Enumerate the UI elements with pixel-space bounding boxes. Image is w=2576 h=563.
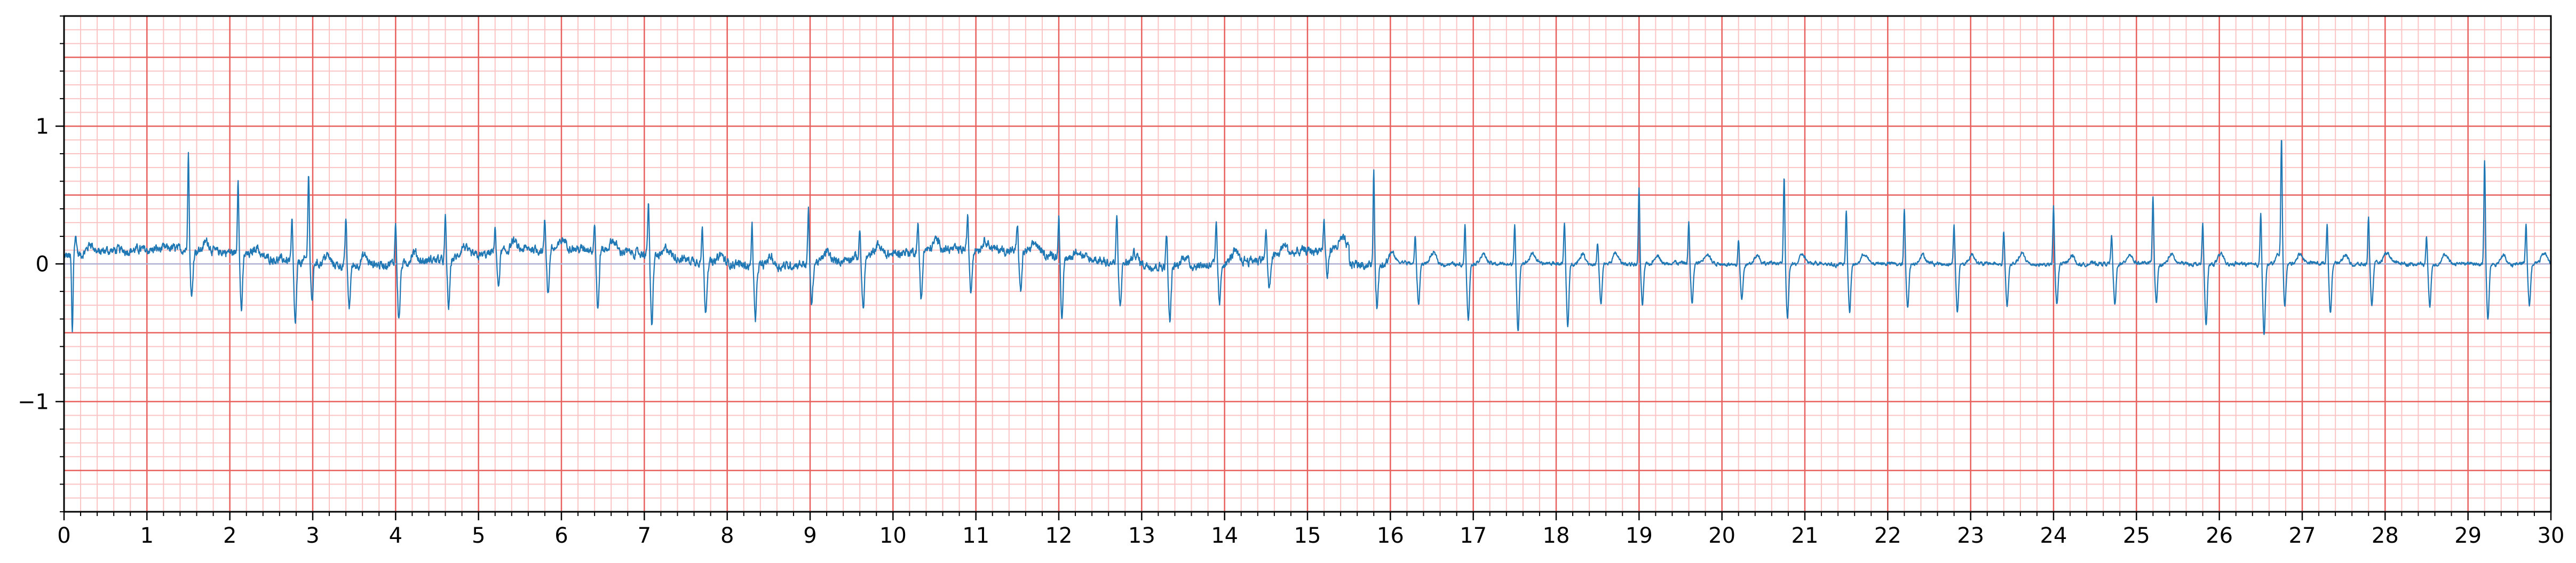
y-axis: −1 0 1	[18, 15, 64, 512]
trace-layer	[63, 140, 2551, 335]
x-tick-label: 17	[1460, 524, 1487, 548]
x-tick-label: 29	[2454, 524, 2482, 548]
x-axis: 0 1 2 3 4 5 6 7 8 9 10 11 12 13 14 15 16 17 18 19 20 21 22 23 24…	[57, 512, 2564, 548]
x-tick-label: 6	[554, 524, 568, 548]
x-tick-label: 15	[1294, 524, 1321, 548]
x-tick-label: 9	[803, 524, 817, 548]
y-tick-label: −1	[18, 390, 49, 415]
x-tick-label: 3	[306, 524, 319, 548]
x-tick-label: 22	[1874, 524, 1901, 548]
x-tick-label: 4	[389, 524, 402, 548]
x-tick-label: 14	[1211, 524, 1238, 548]
y-tick-label: 0	[36, 252, 49, 277]
x-tick-label: 20	[1708, 524, 1735, 548]
x-tick-label: 25	[2123, 524, 2150, 548]
x-tick-label: 30	[2538, 524, 2565, 548]
x-tick-label: 2	[223, 524, 236, 548]
x-tick-label: 11	[962, 524, 989, 548]
x-tick-label: 26	[2206, 524, 2233, 548]
x-tick-label: 19	[1626, 524, 1653, 548]
x-tick-label: 21	[1792, 524, 1819, 548]
x-tick-label: 16	[1377, 524, 1404, 548]
x-tick-label: 27	[2289, 524, 2316, 548]
x-tick-label: 12	[1045, 524, 1073, 548]
x-tick-label: 7	[638, 524, 651, 548]
x-tick-label: 18	[1543, 524, 1570, 548]
y-tick-label: 1	[36, 114, 49, 139]
x-tick-label: 28	[2372, 524, 2399, 548]
x-tick-label: 24	[2040, 524, 2067, 548]
ecg-trace	[63, 140, 2551, 335]
x-tick-label: 5	[472, 524, 485, 548]
x-tick-label: 13	[1128, 524, 1155, 548]
x-tick-label: 1	[140, 524, 154, 548]
x-tick-label: 10	[879, 524, 907, 548]
x-tick-label: 8	[720, 524, 734, 548]
x-tick-label: 0	[57, 524, 70, 548]
grid-major	[63, 16, 2552, 512]
x-tick-label: 23	[1957, 524, 1984, 548]
